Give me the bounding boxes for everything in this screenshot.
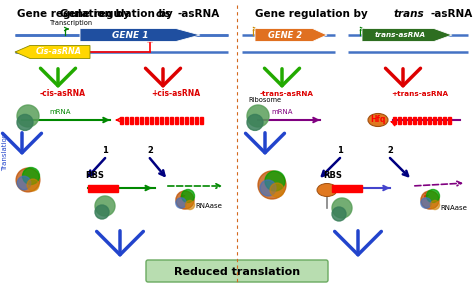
- Text: Transcription: Transcription: [50, 20, 93, 26]
- Bar: [120, 116, 123, 123]
- Circle shape: [16, 168, 40, 192]
- Circle shape: [332, 198, 352, 218]
- Text: RNAase: RNAase: [195, 203, 222, 209]
- Circle shape: [430, 201, 439, 210]
- Circle shape: [421, 198, 431, 208]
- Circle shape: [265, 171, 285, 191]
- Circle shape: [427, 190, 439, 203]
- Bar: [170, 116, 173, 123]
- Circle shape: [27, 179, 39, 191]
- Ellipse shape: [368, 114, 388, 127]
- Bar: [448, 116, 451, 123]
- Text: RNAase: RNAase: [440, 205, 467, 211]
- Circle shape: [260, 180, 276, 196]
- Text: 1: 1: [337, 146, 343, 155]
- Bar: [195, 116, 198, 123]
- Circle shape: [176, 198, 186, 208]
- Circle shape: [185, 201, 194, 210]
- Text: Cis-asRNA: Cis-asRNA: [36, 47, 82, 57]
- Bar: [175, 116, 178, 123]
- Text: -cis-asRNA: -cis-asRNA: [40, 89, 86, 98]
- Bar: [433, 116, 436, 123]
- Text: +trans-asRNA: +trans-asRNA: [391, 91, 448, 97]
- Text: 2: 2: [387, 146, 393, 155]
- Bar: [393, 116, 396, 123]
- Circle shape: [22, 168, 39, 184]
- Polygon shape: [80, 29, 200, 42]
- Bar: [428, 116, 431, 123]
- Circle shape: [332, 207, 346, 221]
- Bar: [443, 116, 446, 123]
- Text: RBS: RBS: [85, 171, 104, 180]
- Circle shape: [182, 190, 194, 203]
- Bar: [332, 184, 362, 192]
- Bar: [145, 116, 148, 123]
- Bar: [190, 116, 193, 123]
- Bar: [413, 116, 416, 123]
- Text: cis: cis: [155, 9, 172, 19]
- Text: RBS: RBS: [323, 171, 342, 180]
- Circle shape: [95, 205, 109, 219]
- Bar: [130, 116, 133, 123]
- Bar: [135, 116, 138, 123]
- FancyBboxPatch shape: [146, 260, 328, 282]
- Ellipse shape: [317, 184, 337, 197]
- Text: trans: trans: [394, 9, 424, 19]
- Text: GENE 2: GENE 2: [268, 31, 302, 40]
- Bar: [398, 116, 401, 123]
- Bar: [403, 116, 406, 123]
- Circle shape: [176, 191, 194, 209]
- Text: trans-asRNA: trans-asRNA: [374, 32, 425, 38]
- Bar: [418, 116, 421, 123]
- Circle shape: [17, 114, 33, 130]
- Circle shape: [17, 176, 31, 190]
- Circle shape: [258, 171, 286, 199]
- Text: Hfq: Hfq: [370, 116, 386, 125]
- Polygon shape: [15, 45, 90, 58]
- Circle shape: [247, 114, 263, 130]
- Text: -asRNA: -asRNA: [430, 9, 473, 19]
- Text: 2: 2: [147, 146, 153, 155]
- Text: Gene regulation by: Gene regulation by: [255, 9, 371, 19]
- Circle shape: [421, 191, 439, 209]
- Text: Gene regulation by: Gene regulation by: [17, 9, 133, 19]
- Text: -asRNA: -asRNA: [178, 9, 220, 19]
- Polygon shape: [362, 29, 452, 42]
- Text: mRNA: mRNA: [49, 109, 71, 115]
- Text: Gene regulation by: Gene regulation by: [60, 9, 176, 19]
- Bar: [408, 116, 411, 123]
- Circle shape: [17, 105, 39, 127]
- Text: Reduced translation: Reduced translation: [174, 267, 300, 277]
- Bar: [88, 184, 118, 192]
- Circle shape: [247, 105, 269, 127]
- Bar: [160, 116, 163, 123]
- Text: 1: 1: [102, 146, 108, 155]
- Bar: [155, 116, 158, 123]
- Bar: [165, 116, 168, 123]
- Bar: [200, 116, 203, 123]
- Bar: [180, 116, 183, 123]
- Text: +cis-asRNA: +cis-asRNA: [151, 89, 200, 98]
- Bar: [423, 116, 426, 123]
- Bar: [140, 116, 143, 123]
- Text: GENE 1: GENE 1: [112, 31, 149, 40]
- Text: Ribosome: Ribosome: [248, 97, 281, 103]
- Text: -trans-asRNA: -trans-asRNA: [260, 91, 314, 97]
- Circle shape: [270, 183, 284, 197]
- Polygon shape: [255, 29, 327, 42]
- Text: mRNA: mRNA: [271, 109, 293, 115]
- Bar: [150, 116, 153, 123]
- Bar: [438, 116, 441, 123]
- Text: Translation: Translation: [2, 133, 8, 171]
- Circle shape: [95, 196, 115, 216]
- Bar: [125, 116, 128, 123]
- Text: Gene regulation by cis-asRNA: Gene regulation by cis-asRNA: [31, 9, 205, 19]
- Bar: [185, 116, 188, 123]
